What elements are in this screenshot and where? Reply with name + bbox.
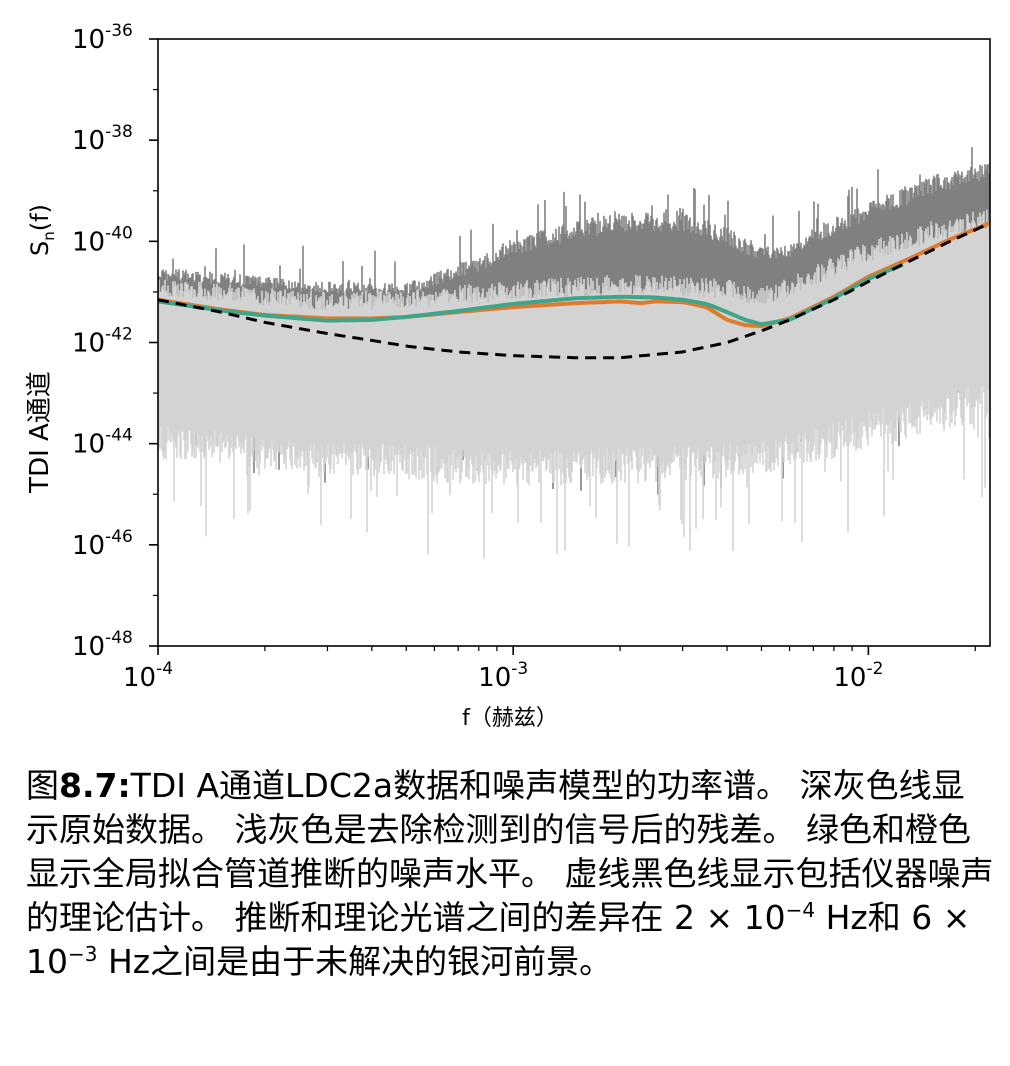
series-theory-line xyxy=(158,221,990,360)
y-tick-label: 10-36 xyxy=(72,21,133,55)
x-tick-base: 10 xyxy=(123,663,156,693)
x-axis-label: f（赫兹） xyxy=(462,706,558,731)
y-tick-label: 10-44 xyxy=(72,426,133,460)
caption-text-part1: TDI A通道LDC2a数据和噪声模型的功率谱。 深灰色线显示原始数据。 浅灰色… xyxy=(26,766,994,937)
y-label-subscript: n xyxy=(40,231,58,241)
caption-exponent-1: −4 xyxy=(785,898,816,922)
figure-caption: 图8.7:TDI A通道LDC2a数据和噪声模型的功率谱。 深灰色线显示原始数据… xyxy=(26,764,994,984)
series-residual-band xyxy=(158,209,990,559)
y-tick-exponent: -36 xyxy=(105,21,133,41)
y-tick-base: 10 xyxy=(72,430,105,460)
y-tick-base: 10 xyxy=(72,25,105,55)
y-tick-exponent: -38 xyxy=(105,122,133,142)
y-tick-base: 10 xyxy=(72,329,105,359)
y-tick-exponent: -42 xyxy=(105,325,133,345)
y-tick-base: 10 xyxy=(72,126,105,156)
caption-text-part2: Hz和 6 × 10 xyxy=(26,898,971,981)
chart-svg: 10-4 10-3 10-210-3610-3810-4010-4210-4410-… xyxy=(25,21,991,731)
x-tick-exponent: -2 xyxy=(866,659,883,679)
x-tick-base: 10 xyxy=(478,663,511,693)
svg-text:TDI A通道: TDI A通道 xyxy=(25,371,55,494)
x-tick-exponent: -4 xyxy=(156,659,173,679)
y-tick-label: 10-48 xyxy=(72,628,133,662)
caption-label: 图 xyxy=(26,766,59,805)
caption-exponent-2: −3 xyxy=(68,942,98,966)
y-label-symbol: S xyxy=(26,241,54,256)
y-tick-label: 10-46 xyxy=(72,527,133,561)
y-tick-base: 10 xyxy=(72,531,105,561)
y-tick-label: 10-38 xyxy=(72,122,133,156)
y-axis-label-top: Sn(f) xyxy=(26,204,58,256)
svg-text:Sn(f): Sn(f) xyxy=(26,204,58,256)
series-global-fit-line xyxy=(158,262,904,327)
y-tick-base: 10 xyxy=(72,227,105,257)
x-tick-label: 10-2 xyxy=(833,659,883,693)
series-layer xyxy=(158,147,990,559)
series-residual xyxy=(158,209,990,559)
y-tick-exponent: -40 xyxy=(105,223,133,243)
caption-text-part3: Hz之间是由于未解决的银河前景。 xyxy=(97,942,613,981)
x-tick-label: 10-3 xyxy=(478,659,528,693)
y-tick-exponent: -44 xyxy=(105,426,133,446)
x-tick-exponent: -3 xyxy=(511,659,528,679)
y-tick-exponent: -46 xyxy=(105,527,133,547)
y-tick-exponent: -48 xyxy=(105,628,133,648)
y-label-argument: (f) xyxy=(26,204,54,231)
y-tick-label: 10-42 xyxy=(72,325,133,359)
y-tick-base: 10 xyxy=(72,632,105,662)
tick-layer: 10-4 10-3 10-210-3610-3810-4010-4210-4410-… xyxy=(72,21,976,693)
y-axis-label-bottom: TDI A通道 xyxy=(25,371,55,494)
caption-figure-number: 8.7: xyxy=(59,766,131,805)
x-tick-base: 10 xyxy=(833,663,866,693)
x-tick-label: 10-4 xyxy=(123,659,173,693)
y-tick-label: 10-40 xyxy=(72,223,133,257)
